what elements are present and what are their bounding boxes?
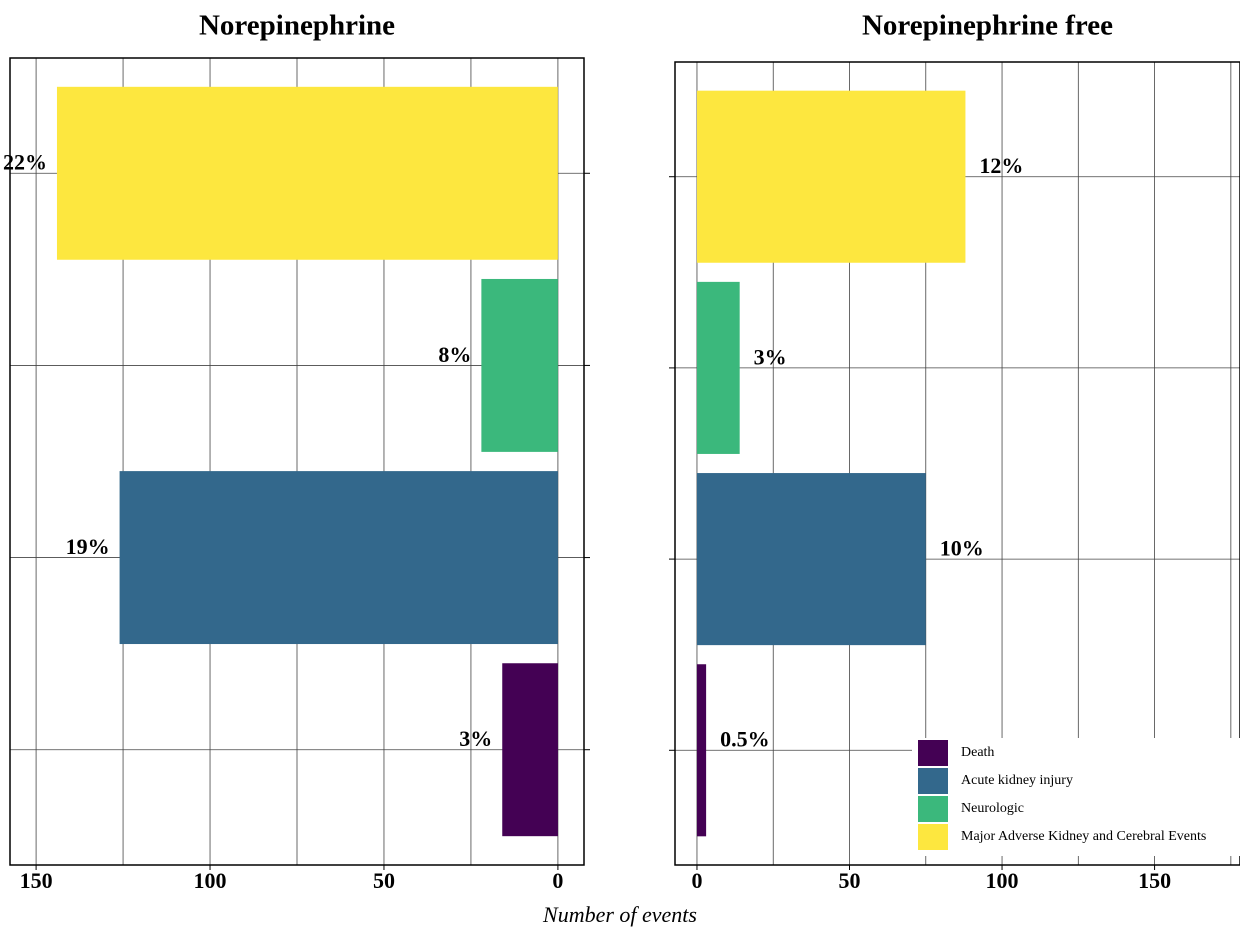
bar-annotation: 19% bbox=[66, 534, 110, 559]
legend-swatch bbox=[918, 796, 948, 822]
x-tick-label: 150 bbox=[1138, 868, 1171, 893]
bar bbox=[696, 473, 926, 646]
plot-frame bbox=[9, 57, 585, 866]
bar bbox=[696, 90, 966, 263]
legend-label: Acute kidney injury bbox=[961, 773, 1073, 788]
bar bbox=[696, 281, 740, 454]
legend-box bbox=[912, 738, 1240, 856]
legend-label: Neurologic bbox=[961, 801, 1024, 816]
legend-swatch bbox=[918, 824, 948, 850]
x-tick-label: 0 bbox=[552, 868, 563, 893]
x-tick-label: 50 bbox=[373, 868, 395, 893]
bar bbox=[119, 471, 558, 645]
legend-swatch bbox=[918, 768, 948, 794]
bar-annotation: 8% bbox=[438, 342, 471, 367]
bar-annotation: 3% bbox=[754, 344, 787, 369]
legend-label: Major Adverse Kidney and Cerebral Events bbox=[961, 829, 1206, 844]
legend-swatch bbox=[918, 740, 948, 766]
x-tick-label: 50 bbox=[839, 868, 861, 893]
legend-label: Death bbox=[961, 745, 994, 760]
x-axis-label: Number of events bbox=[542, 902, 697, 927]
panel bbox=[675, 62, 1240, 865]
bar-annotation: 0.5% bbox=[720, 727, 770, 752]
bar-annotation: 3% bbox=[459, 726, 492, 751]
bar bbox=[56, 86, 558, 260]
panel bbox=[10, 58, 584, 865]
plot-area bbox=[10, 58, 584, 865]
bar bbox=[502, 663, 558, 837]
x-tick-label: 100 bbox=[194, 868, 227, 893]
bar-annotation: 10% bbox=[940, 536, 984, 561]
chart-title: Norepinephrine bbox=[199, 10, 395, 42]
chart-title: Norepinephrine free bbox=[862, 10, 1113, 42]
plot-frame bbox=[674, 61, 1240, 866]
x-tick-label: 150 bbox=[20, 868, 53, 893]
bar bbox=[696, 664, 707, 837]
plot-area bbox=[675, 62, 1240, 865]
x-tick-label: 0 bbox=[691, 868, 702, 893]
bar bbox=[481, 278, 558, 452]
bar-annotation: 12% bbox=[979, 153, 1023, 178]
x-tick-label: 100 bbox=[986, 868, 1019, 893]
